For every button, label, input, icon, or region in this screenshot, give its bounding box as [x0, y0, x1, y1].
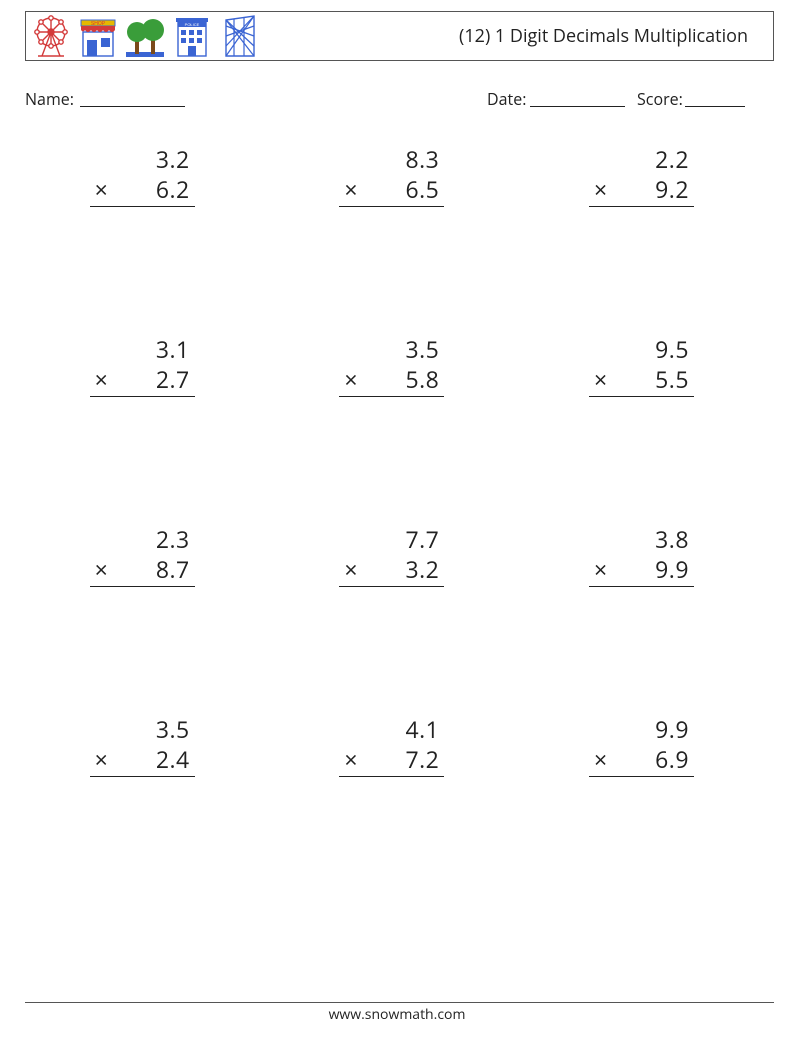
- problem-7: 2.3 × 8.7: [25, 526, 275, 596]
- multiplier: 6.9: [629, 746, 689, 774]
- operator: ×: [594, 176, 614, 204]
- operator: ×: [344, 556, 364, 584]
- trees-icon: [122, 14, 168, 58]
- ferris-wheel-icon: [28, 14, 74, 58]
- operator: ×: [95, 176, 115, 204]
- problem-10: 3.5 × 2.4: [25, 716, 275, 786]
- problem-underline: [589, 396, 694, 397]
- problem-underline: [589, 206, 694, 207]
- problem-2: 8.3 × 6.5: [275, 146, 525, 216]
- problem-underline: [90, 396, 195, 397]
- office-building-icon: POLICE: [169, 14, 215, 58]
- operator: ×: [344, 176, 364, 204]
- operator: ×: [594, 556, 614, 584]
- multiplicand: 3.5: [379, 336, 439, 364]
- multiplicand: 3.5: [130, 716, 190, 744]
- problem-underline: [339, 776, 444, 777]
- multiplicand: 3.2: [130, 146, 190, 174]
- multiplier: 6.5: [379, 176, 439, 204]
- multiplicand: 2.2: [629, 146, 689, 174]
- multiplicand: 8.3: [379, 146, 439, 174]
- multiplicand: 2.3: [130, 526, 190, 554]
- problem-8: 7.7 × 3.2: [275, 526, 525, 596]
- multiplier: 5.8: [379, 366, 439, 394]
- operator: ×: [344, 366, 364, 394]
- multiplicand: 4.1: [379, 716, 439, 744]
- shop-icon: SHOP: [75, 14, 121, 58]
- problems-grid: 3.2 × 6.2 8.3 × 6.5 2.2 × 9.2 3.1 × 2.7 3.5 × 5.8 9.5 × 5…: [25, 146, 774, 786]
- worksheet-title: (12) 1 Digit Decimals Multiplication: [459, 24, 748, 48]
- operator: ×: [594, 366, 614, 394]
- name-blank-line[interactable]: [80, 106, 185, 107]
- multiplier: 2.4: [130, 746, 190, 774]
- tower-icon: [216, 14, 262, 58]
- multiplier: 6.2: [130, 176, 190, 204]
- operator: ×: [95, 366, 115, 394]
- multiplicand: 3.1: [130, 336, 190, 364]
- multiplier: 7.2: [379, 746, 439, 774]
- multiplier: 5.5: [629, 366, 689, 394]
- multiplier: 3.2: [379, 556, 439, 584]
- worksheet-page: SHOP POLICE: [0, 0, 794, 1053]
- date-label: Date:: [487, 88, 526, 110]
- problem-underline: [589, 586, 694, 587]
- problem-underline: [90, 586, 195, 587]
- footer-divider: [25, 1002, 774, 1003]
- problem-11: 4.1 × 7.2: [275, 716, 525, 786]
- problem-underline: [339, 586, 444, 587]
- problem-6: 9.5 × 5.5: [524, 336, 774, 406]
- multiplicand: 9.5: [629, 336, 689, 364]
- problem-underline: [90, 776, 195, 777]
- problem-12: 9.9 × 6.9: [524, 716, 774, 786]
- problem-1: 3.2 × 6.2: [25, 146, 275, 216]
- multiplier: 8.7: [130, 556, 190, 584]
- problem-5: 3.5 × 5.8: [275, 336, 525, 406]
- problem-underline: [90, 206, 195, 207]
- svg-text:POLICE: POLICE: [185, 22, 200, 27]
- problem-underline: [339, 206, 444, 207]
- problem-4: 3.1 × 2.7: [25, 336, 275, 406]
- operator: ×: [344, 746, 364, 774]
- multiplier: 2.7: [130, 366, 190, 394]
- problem-9: 3.8 × 9.9: [524, 526, 774, 596]
- operator: ×: [95, 556, 115, 584]
- problem-3: 2.2 × 9.2: [524, 146, 774, 216]
- multiplier: 9.9: [629, 556, 689, 584]
- problem-underline: [589, 776, 694, 777]
- footer-text: www.snowmath.com: [0, 1005, 794, 1024]
- name-label: Name:: [25, 88, 74, 110]
- header-box: SHOP POLICE: [25, 11, 774, 61]
- operator: ×: [594, 746, 614, 774]
- header-icons: SHOP POLICE: [28, 14, 262, 55]
- operator: ×: [95, 746, 115, 774]
- multiplicand: 3.8: [629, 526, 689, 554]
- meta-row: Name: Date: Score:: [25, 88, 774, 112]
- date-blank-line[interactable]: [530, 106, 625, 107]
- score-blank-line[interactable]: [685, 106, 745, 107]
- multiplicand: 9.9: [629, 716, 689, 744]
- multiplicand: 7.7: [379, 526, 439, 554]
- score-label: Score:: [637, 88, 683, 110]
- multiplier: 9.2: [629, 176, 689, 204]
- problem-underline: [339, 396, 444, 397]
